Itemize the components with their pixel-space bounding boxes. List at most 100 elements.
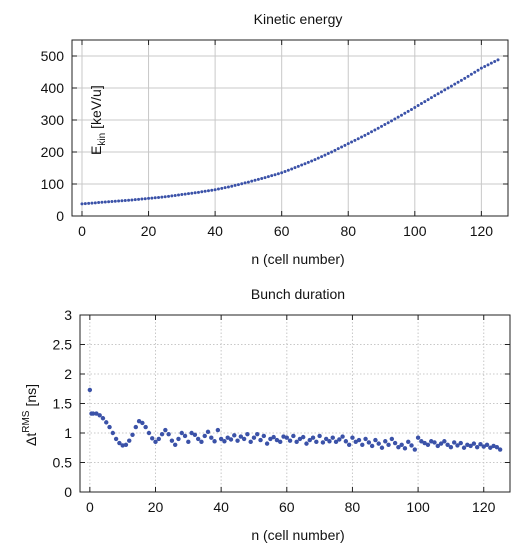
data-point xyxy=(273,173,277,177)
data-point xyxy=(343,143,347,147)
x-tick-label: 80 xyxy=(340,223,356,239)
x-axis-label: n (cell number) xyxy=(251,527,344,543)
data-point xyxy=(406,439,411,445)
data-point xyxy=(360,135,364,139)
data-point xyxy=(346,442,352,447)
data-point xyxy=(136,419,142,424)
data-point xyxy=(291,433,296,439)
data-point xyxy=(87,201,91,205)
data-point xyxy=(264,441,270,446)
data-point xyxy=(203,189,207,193)
data-point xyxy=(300,163,304,167)
data-point xyxy=(120,443,125,448)
data-point xyxy=(169,438,175,443)
y-label-main: Δt xyxy=(23,433,39,446)
data-point xyxy=(337,437,342,442)
data-point xyxy=(429,96,433,100)
data-point xyxy=(97,413,102,418)
data-point xyxy=(451,440,457,445)
data-point xyxy=(484,442,490,447)
data-point xyxy=(163,195,167,199)
data-point xyxy=(399,113,403,117)
data-point xyxy=(493,60,497,64)
y-tick-label: 300 xyxy=(41,112,65,128)
data-point xyxy=(100,200,104,204)
data-point xyxy=(373,128,377,132)
data-point xyxy=(488,445,493,450)
data-point xyxy=(206,189,210,193)
data-point xyxy=(225,435,230,440)
data-point xyxy=(113,199,117,203)
data-point xyxy=(449,84,453,88)
data-point xyxy=(236,183,240,187)
data-point xyxy=(396,115,400,119)
data-point xyxy=(402,446,408,451)
data-point xyxy=(243,181,247,185)
data-point xyxy=(87,387,93,393)
data-point xyxy=(286,168,290,172)
data-point xyxy=(167,194,171,198)
data-point xyxy=(223,186,227,190)
data-point xyxy=(127,438,132,443)
data-point xyxy=(245,431,250,437)
data-point xyxy=(320,440,326,445)
data-point xyxy=(468,443,473,449)
grid xyxy=(72,40,508,217)
data-point xyxy=(210,188,214,192)
data-point xyxy=(157,195,161,199)
data-point xyxy=(419,102,423,106)
x-tick-label: 0 xyxy=(86,499,94,515)
x-tick-label: 100 xyxy=(403,223,427,239)
y-tick-label: 0.5 xyxy=(53,455,73,471)
data-point xyxy=(120,199,124,203)
data-point xyxy=(133,198,137,202)
data-point xyxy=(333,439,339,445)
y-tick-label: 1.5 xyxy=(53,396,73,412)
data-point xyxy=(380,124,384,128)
data-points xyxy=(87,387,503,452)
data-point xyxy=(186,439,191,445)
data-point xyxy=(413,106,417,110)
y-label-unit: [ns] xyxy=(23,384,39,407)
data-point xyxy=(353,439,358,445)
data-point xyxy=(176,436,181,442)
data-point xyxy=(143,424,148,430)
data-point xyxy=(409,443,414,448)
data-point xyxy=(263,176,267,180)
data-point xyxy=(140,197,144,201)
chart-title: Kinetic energy xyxy=(254,11,343,27)
data-point xyxy=(350,140,354,144)
data-point xyxy=(393,117,397,121)
data-point xyxy=(93,201,97,205)
data-point xyxy=(146,430,152,436)
data-point xyxy=(294,439,299,445)
data-point xyxy=(330,150,334,154)
data-point xyxy=(373,437,378,443)
data-point xyxy=(471,441,477,446)
data-point xyxy=(290,167,294,171)
data-point xyxy=(438,441,444,446)
data-point xyxy=(159,431,165,437)
data-point xyxy=(479,66,483,70)
data-point xyxy=(240,182,244,186)
data-point xyxy=(140,420,145,426)
data-point xyxy=(448,444,454,450)
data-point xyxy=(340,434,345,439)
data-point xyxy=(251,435,257,440)
data-point xyxy=(474,444,480,450)
data-point xyxy=(314,439,319,445)
data-point xyxy=(360,442,365,447)
data-point xyxy=(455,443,460,448)
data-point xyxy=(246,180,250,184)
data-point xyxy=(215,427,221,433)
data-point xyxy=(153,439,158,445)
y-tick-label: 400 xyxy=(41,80,65,96)
data-point xyxy=(296,164,300,168)
data-point xyxy=(280,171,284,175)
data-point xyxy=(199,439,204,445)
data-point xyxy=(370,130,374,134)
data-point xyxy=(336,147,340,151)
data-point xyxy=(182,433,188,439)
data-point xyxy=(306,160,310,164)
